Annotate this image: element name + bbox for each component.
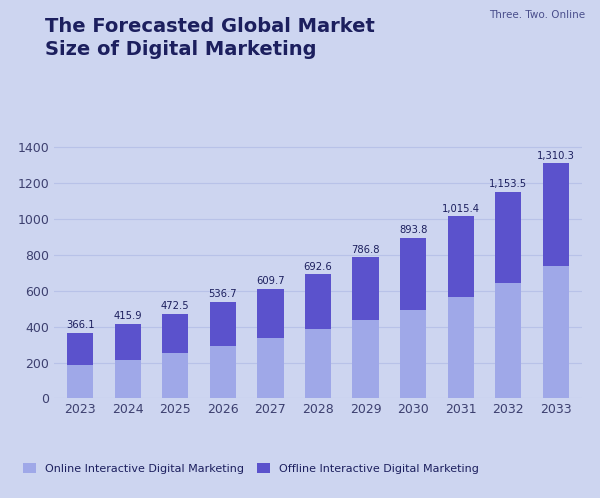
Text: 1,310.3: 1,310.3 — [537, 151, 575, 161]
Text: 692.6: 692.6 — [304, 261, 332, 271]
Bar — [543, 163, 569, 266]
Bar — [210, 347, 236, 398]
Bar — [448, 297, 474, 398]
Bar — [352, 320, 379, 398]
Text: 893.8: 893.8 — [399, 226, 427, 236]
Bar — [210, 302, 236, 347]
Text: 415.9: 415.9 — [113, 311, 142, 321]
Bar — [305, 329, 331, 398]
Text: 786.8: 786.8 — [352, 245, 380, 254]
Bar — [162, 314, 188, 353]
Text: 609.7: 609.7 — [256, 276, 285, 286]
Text: 1,015.4: 1,015.4 — [442, 204, 480, 214]
Bar — [305, 274, 331, 329]
Text: 1,153.5: 1,153.5 — [489, 179, 527, 189]
Bar — [162, 353, 188, 398]
Bar — [543, 266, 569, 398]
Bar — [352, 257, 379, 320]
Bar — [67, 365, 93, 398]
Bar — [495, 283, 521, 398]
Bar — [257, 289, 284, 338]
Text: Size of Digital Marketing: Size of Digital Marketing — [45, 40, 317, 59]
Bar — [257, 338, 284, 398]
Bar — [115, 324, 141, 360]
Bar — [67, 333, 93, 365]
Bar — [495, 192, 521, 283]
Text: Three. Two. Online: Three. Two. Online — [489, 10, 585, 20]
Bar — [400, 310, 426, 398]
Text: 366.1: 366.1 — [66, 320, 94, 330]
Legend: Online Interactive Digital Marketing, Offline Interactive Digital Marketing: Online Interactive Digital Marketing, Of… — [23, 463, 479, 474]
Text: The Forecasted Global Market: The Forecasted Global Market — [45, 17, 375, 36]
Bar — [448, 216, 474, 297]
Text: 536.7: 536.7 — [209, 289, 237, 299]
Bar — [115, 360, 141, 398]
Text: 472.5: 472.5 — [161, 301, 190, 311]
Bar — [400, 238, 426, 310]
